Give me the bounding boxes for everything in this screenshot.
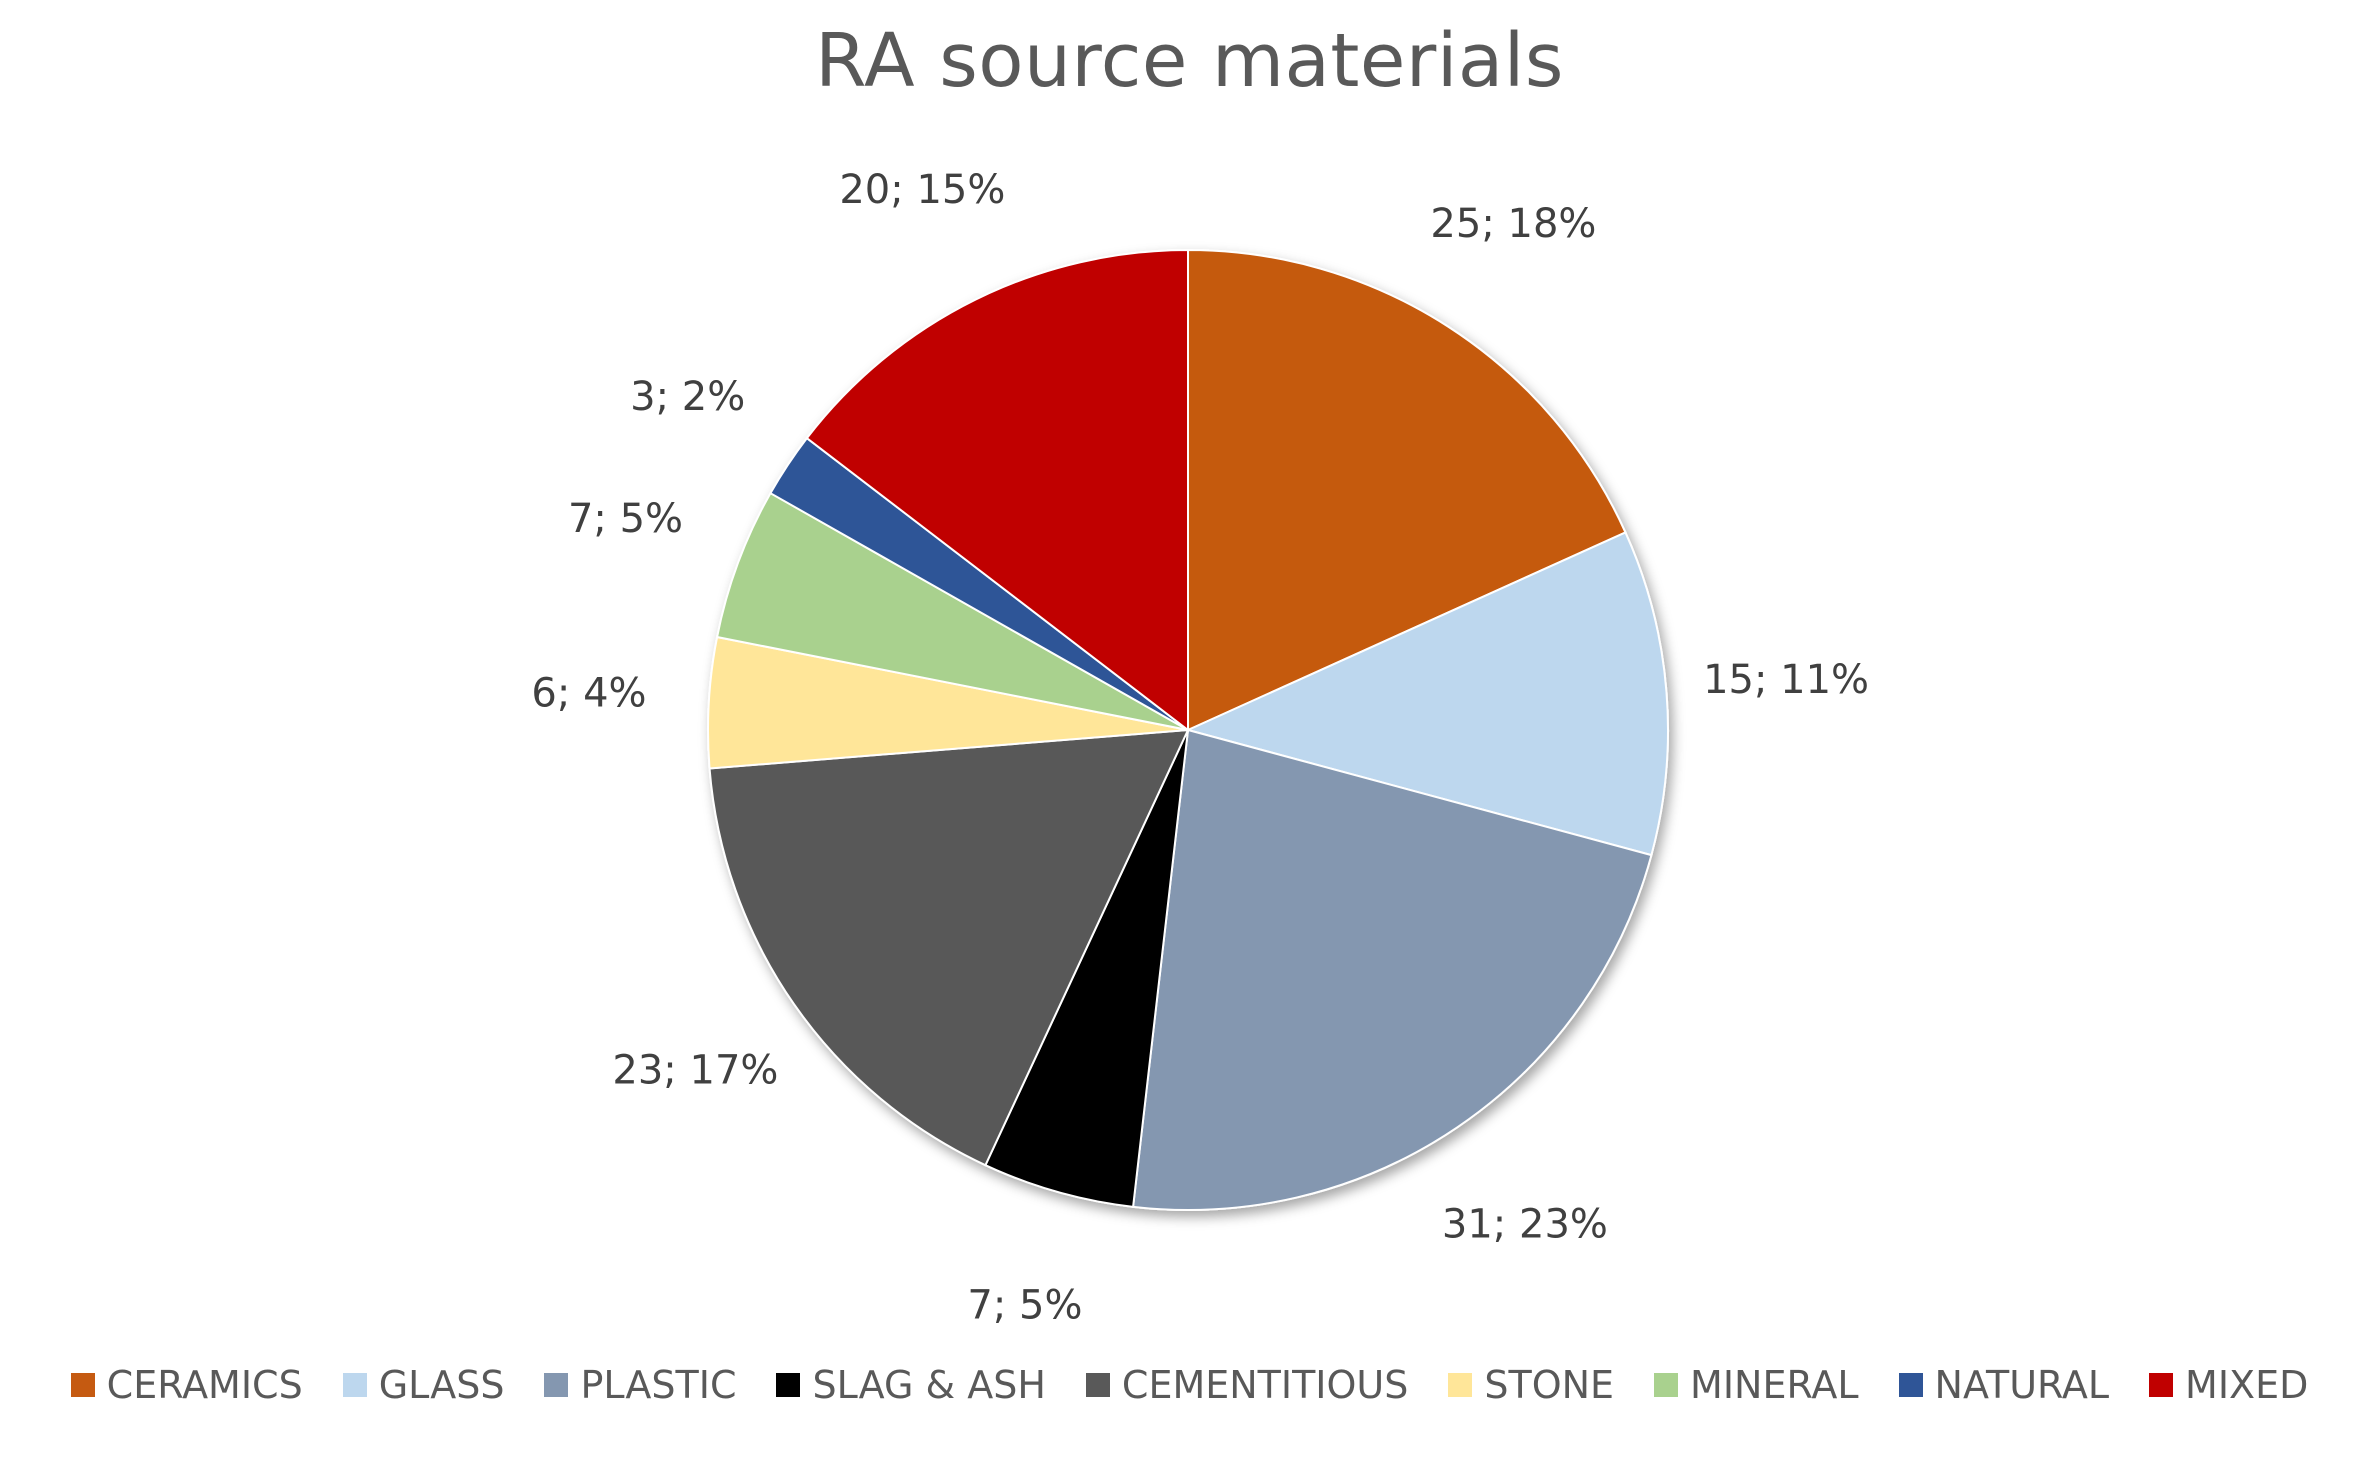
legend-label-ceramics: CERAMICS — [106, 1363, 303, 1407]
pie-slice-mineral — [715, 491, 1189, 731]
pie-slice-glass — [1185, 531, 1669, 857]
pie-slice-plastic — [1131, 728, 1653, 1211]
data-label-slag-and-ash: 7; 5% — [967, 1282, 1082, 1328]
data-label-mixed: 20; 15% — [839, 167, 1005, 213]
legend-item-mixed: MIXED — [2149, 1363, 2308, 1407]
legend-swatch-ceramics — [70, 1373, 95, 1397]
legend-label-stone: STONE — [1484, 1363, 1615, 1407]
pie-slice-cementitious — [708, 728, 1190, 1167]
legend-label-slag-and-ash: SLAG & ASH — [812, 1363, 1046, 1407]
legend-swatch-cementitious — [1085, 1373, 1110, 1397]
legend-item-mineral: MINERAL — [1654, 1363, 1859, 1407]
legend-swatch-slag-and-ash — [776, 1373, 801, 1397]
legend-item-glass: GLASS — [342, 1363, 505, 1407]
legend-item-ceramics: CERAMICS — [70, 1363, 303, 1407]
pie-slice-slag-and-ash — [984, 729, 1189, 1208]
pie-slice-mixed — [805, 248, 1189, 733]
pie-data-labels: 25; 18% 15; 11% 31; 23% 7; 5% 23; 17% 6; 4% 7;… — [531, 167, 1869, 1328]
legend-label-cementitious: CEMENTITIOUS — [1121, 1363, 1409, 1407]
pie-slice-ceramics — [1187, 248, 1627, 732]
data-label-mineral: 7; 5% — [568, 496, 683, 542]
legend-swatch-stone — [1448, 1373, 1473, 1397]
legend-item-natural: NATURAL — [1898, 1363, 2110, 1407]
legend-swatch-natural — [1898, 1373, 1923, 1397]
pie-slices — [707, 248, 1669, 1211]
legend-swatch-mixed — [2149, 1373, 2174, 1397]
chart-legend: CERAMICS GLASS PLASTIC SLAG & ASH CEMENTITIO… — [0, 1350, 2379, 1420]
data-label-glass: 15; 11% — [1703, 657, 1869, 703]
legend-label-natural: NATURAL — [1934, 1363, 2110, 1407]
data-label-plastic: 31; 23% — [1442, 1201, 1608, 1247]
legend-item-stone: STONE — [1448, 1363, 1614, 1407]
legend-item-plastic: PLASTIC — [544, 1363, 736, 1407]
legend-label-mineral: MINERAL — [1690, 1363, 1859, 1407]
chart-title: RA source materials — [815, 18, 1564, 104]
legend-label-plastic: PLASTIC — [580, 1363, 737, 1407]
legend-swatch-mineral — [1654, 1373, 1679, 1397]
data-label-ceramics: 25; 18% — [1430, 201, 1596, 247]
data-label-cementitious: 23; 17% — [612, 1048, 778, 1094]
legend-swatch-plastic — [544, 1373, 569, 1397]
legend-item-slag-and-ash: SLAG & ASH — [776, 1363, 1046, 1407]
legend-swatch-glass — [342, 1373, 367, 1397]
data-label-natural: 3; 2% — [630, 374, 745, 420]
data-label-stone: 6; 4% — [531, 671, 646, 717]
legend-label-mixed: MIXED — [2185, 1363, 2309, 1407]
legend-label-glass: GLASS — [378, 1363, 505, 1407]
legend-item-cementitious: CEMENTITIOUS — [1085, 1363, 1409, 1407]
